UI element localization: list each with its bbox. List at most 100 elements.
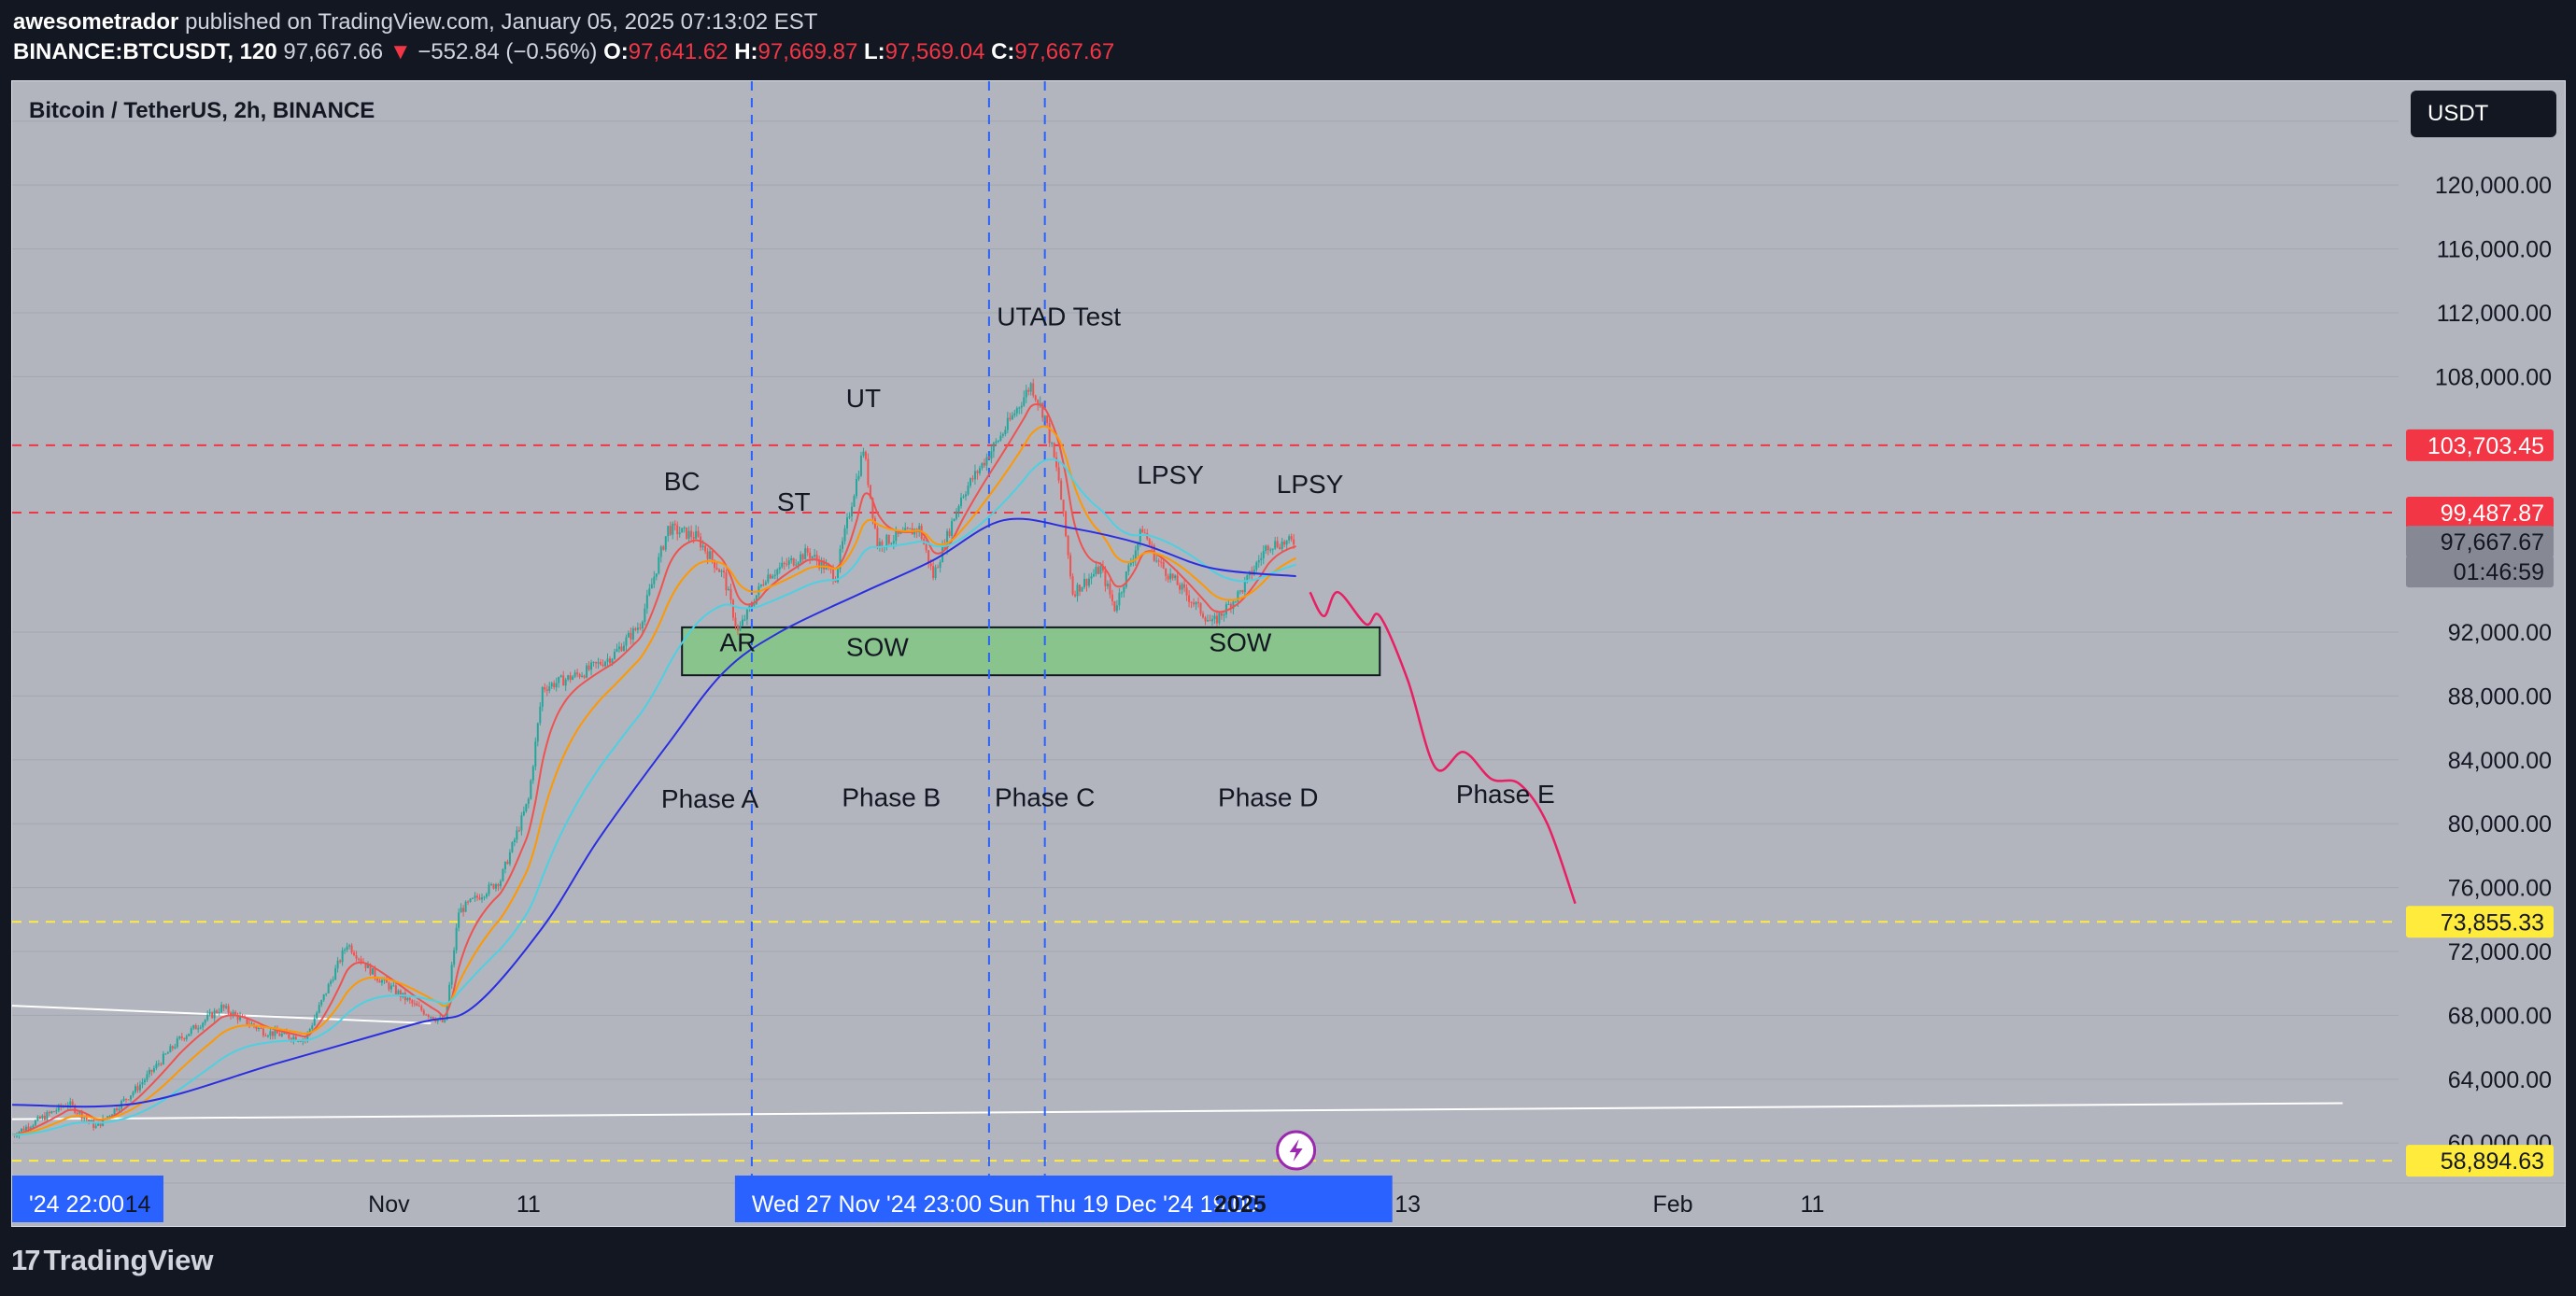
trendline (12, 1005, 432, 1024)
candle-body (411, 1000, 414, 1004)
candle-body (939, 561, 941, 568)
candle-body (397, 990, 400, 994)
candle-body (511, 841, 514, 852)
candle-body (759, 584, 762, 586)
y-tick-label: 72,000.00 (2448, 939, 2552, 965)
candle-body (876, 528, 879, 548)
candle-body (406, 997, 409, 1001)
candle-body (918, 526, 921, 532)
candle-body (1181, 584, 1183, 590)
chart-pane[interactable]: UTAD Test UT BC ST LPSY LPSY AR SOW SOW Phase A Ph… (11, 80, 2566, 1227)
candle-body (132, 1092, 134, 1096)
candle-body (885, 534, 888, 547)
candle-body (1048, 423, 1051, 444)
candle-body (576, 672, 579, 675)
candle-body (695, 530, 698, 539)
candle-body (55, 1110, 58, 1112)
candle-body (143, 1079, 146, 1083)
candle-body (199, 1027, 202, 1029)
candle-body (569, 675, 572, 681)
candle-body (1213, 615, 1216, 620)
candle-body (792, 557, 795, 566)
price-chart[interactable]: UTAD Test UT BC ST LPSY LPSY AR SOW SOW Phase A Ph… (12, 81, 2565, 1226)
candle-body (943, 544, 946, 549)
candle-body (567, 675, 570, 680)
candle-body (90, 1120, 92, 1121)
candle-body (1204, 617, 1207, 622)
annotation-label: SOW (846, 633, 909, 662)
candle-body (723, 571, 726, 573)
candle-body (820, 560, 823, 569)
candle-body (152, 1067, 155, 1072)
candle-body (1260, 557, 1263, 561)
author-name[interactable]: awesometrador (13, 9, 179, 35)
tradingview-logo[interactable]: 17 TradingView (11, 1244, 214, 1277)
candle-body (767, 574, 770, 583)
candle-body (1085, 578, 1088, 586)
candle-body (811, 556, 814, 558)
candle-body (43, 1115, 46, 1120)
candle-body (57, 1105, 60, 1111)
price-label: 103,703.45 (2427, 433, 2544, 459)
candle-body (644, 608, 646, 623)
candle-body (1020, 405, 1023, 408)
candle-body (176, 1038, 178, 1048)
candle-body (36, 1116, 39, 1121)
candle-body (973, 471, 976, 480)
candle-body (234, 1011, 237, 1015)
candle-body (355, 955, 358, 959)
candle-body (364, 963, 367, 968)
candle-body (843, 528, 846, 542)
currency-button[interactable]: USDT (2411, 91, 2556, 137)
low-label: L: (863, 39, 885, 64)
candle-body (1137, 542, 1139, 551)
y-tick-label: 116,000.00 (2437, 237, 2552, 263)
projection-path (1309, 590, 1577, 905)
candle-body (274, 1029, 276, 1036)
candle-body (318, 1005, 320, 1013)
candle-body (608, 658, 611, 664)
candle-body (725, 572, 728, 591)
candle-body (578, 674, 581, 677)
candle-body (197, 1028, 200, 1030)
candle-body (118, 1108, 120, 1111)
candle-body (1224, 604, 1227, 615)
candle-body (967, 486, 970, 495)
candle-body (1255, 562, 1258, 571)
candle-body (76, 1112, 78, 1114)
candle-body (971, 478, 974, 480)
candle-body (957, 505, 960, 512)
candle-body (558, 676, 560, 683)
candle-body (1223, 614, 1225, 616)
candle-body (148, 1069, 150, 1075)
candle-body (795, 564, 798, 566)
candle-body (32, 1125, 35, 1128)
candle-body (595, 661, 598, 664)
candle-body (1218, 613, 1221, 624)
candle-body (155, 1064, 158, 1068)
candle-body (1195, 601, 1197, 605)
candle-body (211, 1012, 214, 1019)
candle-body (469, 898, 472, 902)
candle-body (481, 897, 484, 900)
candle-body (1165, 568, 1168, 576)
candle-body (1041, 402, 1044, 418)
candle-body (239, 1015, 242, 1021)
candle-body (94, 1125, 97, 1128)
annotation-label: Phase D (1218, 782, 1318, 811)
candle-body (1071, 576, 1074, 595)
candle-body (965, 494, 968, 497)
price-label-bg (2406, 429, 2554, 461)
candle-body (392, 985, 395, 987)
candle-body (122, 1098, 125, 1101)
candle-body (714, 559, 716, 569)
candle-body (687, 530, 690, 539)
candle-body (1067, 535, 1069, 556)
candle-body (1241, 590, 1244, 593)
candle-body (134, 1086, 136, 1092)
candle-body (1197, 601, 1200, 603)
publish-text: published on TradingView.com, January 05… (185, 9, 818, 35)
candle-body (541, 687, 544, 707)
candle-body (288, 1034, 290, 1039)
time-label: 14 (125, 1191, 151, 1218)
